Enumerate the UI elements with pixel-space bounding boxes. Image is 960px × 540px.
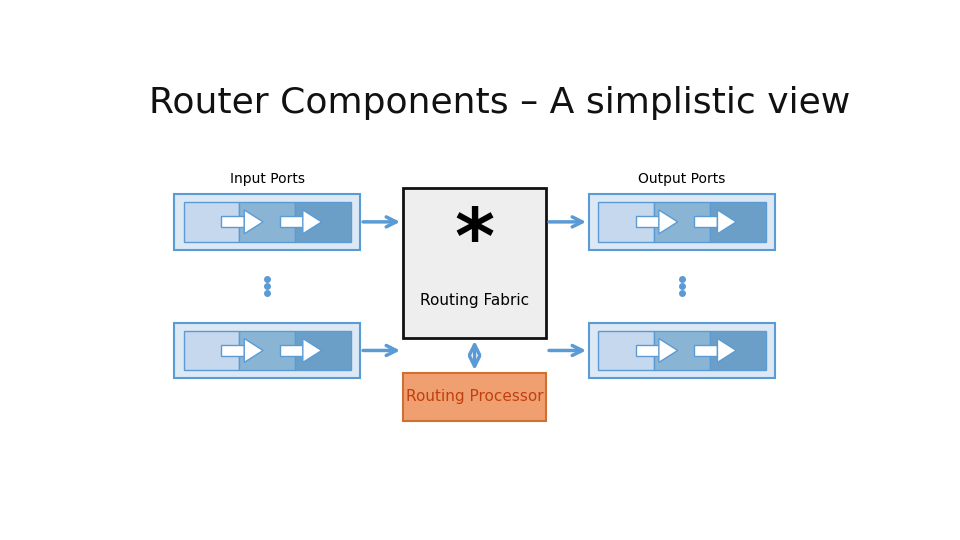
Polygon shape [659, 210, 678, 234]
Text: Routing Processor: Routing Processor [406, 389, 543, 404]
Bar [175, 194, 360, 249]
Text: Output Ports: Output Ports [638, 172, 726, 186]
Polygon shape [244, 210, 263, 234]
Polygon shape [244, 339, 263, 362]
Bar [279, 217, 302, 227]
Bar [183, 330, 239, 370]
Bar [588, 194, 775, 249]
Polygon shape [717, 210, 736, 234]
Bar [175, 323, 360, 378]
Bar [403, 373, 546, 421]
Bar [654, 330, 709, 370]
Bar [588, 323, 775, 378]
Bar [295, 202, 351, 242]
Bar [221, 217, 244, 227]
Bar [403, 188, 546, 338]
Text: Router Components – A simplistic view: Router Components – A simplistic view [150, 86, 851, 120]
Bar [694, 345, 717, 356]
Bar [694, 217, 717, 227]
Bar [598, 330, 654, 370]
Text: Routing Fabric: Routing Fabric [420, 293, 529, 308]
Bar [239, 330, 295, 370]
Bar [636, 217, 659, 227]
Polygon shape [659, 339, 678, 362]
Text: *: * [455, 205, 494, 279]
Bar [239, 202, 295, 242]
Polygon shape [302, 210, 322, 234]
Bar [709, 202, 765, 242]
Bar [598, 202, 654, 242]
Bar [709, 330, 765, 370]
Text: Input Ports: Input Ports [229, 172, 304, 186]
Bar [654, 202, 709, 242]
Bar [636, 345, 659, 356]
Bar [183, 202, 239, 242]
Bar [279, 345, 302, 356]
Bar [221, 345, 244, 356]
Polygon shape [302, 339, 322, 362]
Polygon shape [717, 339, 736, 362]
Bar [295, 330, 351, 370]
